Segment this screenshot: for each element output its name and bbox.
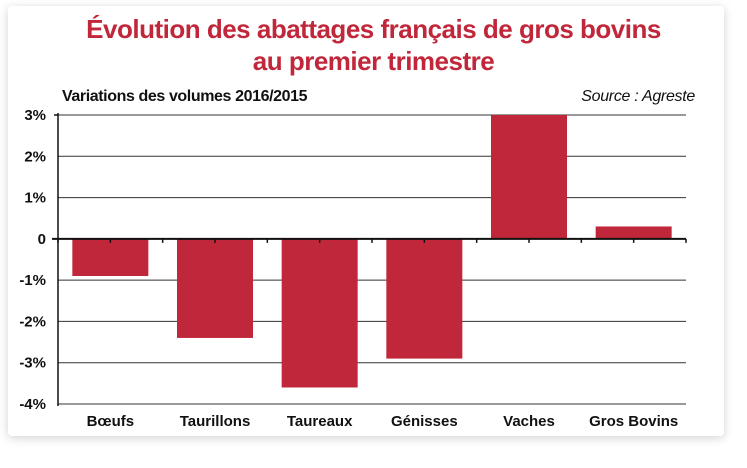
y-tick-label: -1%	[19, 272, 46, 289]
y-tick-label: 2%	[24, 148, 46, 165]
bar	[386, 238, 463, 359]
y-tick-label: -3%	[19, 355, 46, 372]
x-category-label: Vaches	[503, 413, 555, 430]
x-category-label: Gros Bovins	[589, 413, 678, 430]
x-category-label: Bœufs	[87, 413, 135, 430]
y-tick-label: -4%	[19, 396, 46, 413]
y-tick-label: 0	[38, 231, 46, 248]
y-tick-label: 3%	[24, 107, 46, 124]
chart-source: Source : Agreste	[581, 88, 695, 105]
chart-title-line-2: au premier trimestre	[252, 46, 495, 76]
x-category-labels: Bœufs Taurillons Taureaux Génisses Vaches Gro…	[87, 413, 679, 430]
y-tick-label: 1%	[24, 190, 46, 207]
bar	[281, 238, 358, 388]
bar	[491, 115, 567, 239]
x-category-label: Taureaux	[287, 413, 353, 430]
chart-card	[8, 6, 724, 436]
bar	[72, 238, 149, 277]
chart-title-line-1: Évolution des abattages français de gros…	[86, 14, 661, 44]
chart-subtitle: Variations des volumes 2016/2015	[62, 88, 308, 105]
bars	[72, 115, 672, 388]
bar	[595, 226, 672, 239]
y-tick-label: -2%	[19, 313, 46, 330]
gridlines	[58, 114, 686, 405]
bar	[177, 238, 253, 338]
x-category-label: Génisses	[391, 413, 458, 430]
axes	[52, 113, 687, 406]
x-category-label: Taurillons	[180, 413, 251, 430]
y-tick-labels: 3% 2% 1% 0 -1% -2% -3% -4%	[19, 107, 46, 413]
